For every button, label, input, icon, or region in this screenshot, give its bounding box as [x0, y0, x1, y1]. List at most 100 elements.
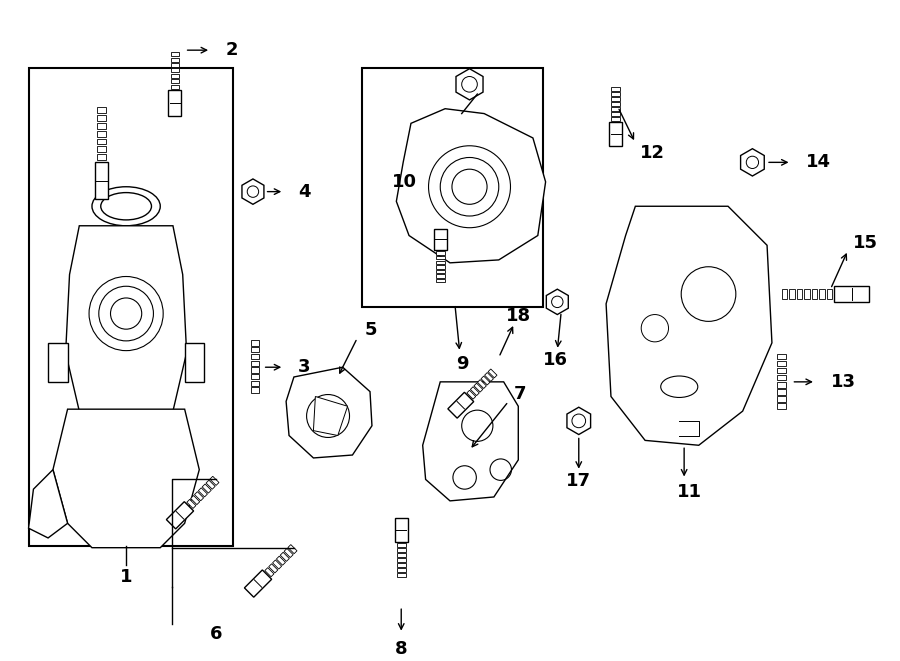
Polygon shape [97, 147, 106, 153]
Polygon shape [97, 123, 106, 129]
Polygon shape [778, 403, 786, 408]
Text: 11: 11 [677, 483, 701, 501]
Polygon shape [245, 570, 272, 597]
Polygon shape [778, 375, 786, 381]
Polygon shape [251, 340, 259, 346]
Polygon shape [436, 270, 445, 273]
Text: 12: 12 [640, 143, 665, 161]
Polygon shape [170, 74, 179, 78]
Polygon shape [611, 97, 620, 101]
Polygon shape [397, 568, 406, 572]
Polygon shape [471, 387, 480, 395]
Polygon shape [611, 87, 620, 91]
Text: 16: 16 [543, 352, 568, 369]
Polygon shape [611, 112, 620, 116]
Polygon shape [251, 387, 259, 393]
Polygon shape [394, 518, 408, 542]
Polygon shape [251, 360, 259, 366]
Polygon shape [827, 289, 832, 299]
Ellipse shape [92, 187, 160, 226]
Polygon shape [202, 484, 211, 493]
Text: 4: 4 [298, 182, 310, 201]
Polygon shape [184, 343, 204, 382]
Polygon shape [97, 139, 106, 145]
Polygon shape [280, 553, 289, 561]
Polygon shape [778, 396, 786, 402]
Polygon shape [805, 289, 810, 299]
Text: 9: 9 [456, 356, 469, 373]
Polygon shape [778, 361, 786, 366]
Text: 5: 5 [364, 321, 377, 339]
Polygon shape [95, 163, 108, 200]
Polygon shape [609, 122, 623, 146]
Polygon shape [611, 118, 620, 121]
Polygon shape [434, 229, 446, 250]
Polygon shape [396, 108, 545, 263]
Polygon shape [265, 568, 274, 577]
Polygon shape [778, 389, 786, 395]
Polygon shape [778, 354, 786, 359]
Polygon shape [397, 553, 406, 557]
Polygon shape [170, 63, 179, 67]
Polygon shape [436, 274, 445, 278]
Polygon shape [251, 354, 259, 359]
Polygon shape [834, 286, 869, 302]
Text: 1: 1 [120, 568, 132, 586]
Polygon shape [481, 376, 490, 385]
Polygon shape [436, 251, 445, 254]
Polygon shape [474, 383, 482, 392]
Polygon shape [488, 369, 497, 378]
Polygon shape [286, 368, 372, 458]
Polygon shape [288, 545, 297, 554]
Polygon shape [53, 409, 199, 548]
Text: 3: 3 [298, 358, 310, 376]
Polygon shape [191, 496, 200, 504]
Polygon shape [170, 85, 179, 89]
Polygon shape [778, 382, 786, 387]
Polygon shape [251, 374, 259, 379]
Text: 14: 14 [806, 153, 831, 171]
Polygon shape [778, 368, 786, 373]
Polygon shape [467, 390, 476, 399]
Polygon shape [210, 477, 219, 485]
Polygon shape [546, 289, 568, 315]
Text: 13: 13 [831, 373, 856, 391]
Polygon shape [796, 289, 803, 299]
Polygon shape [741, 149, 764, 176]
Polygon shape [170, 52, 179, 56]
Polygon shape [782, 289, 788, 299]
Text: 7: 7 [513, 385, 526, 403]
Text: 10: 10 [392, 173, 417, 191]
Text: 8: 8 [395, 641, 408, 658]
Polygon shape [166, 502, 194, 529]
Polygon shape [484, 373, 493, 381]
Polygon shape [397, 563, 406, 567]
Ellipse shape [661, 376, 698, 397]
Polygon shape [242, 179, 264, 204]
Polygon shape [170, 58, 179, 61]
Polygon shape [48, 343, 68, 382]
Ellipse shape [101, 192, 151, 220]
Polygon shape [194, 492, 203, 501]
Polygon shape [251, 347, 259, 352]
Polygon shape [812, 289, 817, 299]
Bar [29, 67, 233, 546]
Polygon shape [198, 488, 207, 497]
Polygon shape [97, 106, 106, 113]
Polygon shape [97, 115, 106, 121]
Polygon shape [273, 560, 282, 569]
Polygon shape [397, 558, 406, 562]
Text: 2: 2 [226, 41, 239, 59]
Polygon shape [276, 556, 285, 565]
Text: 17: 17 [566, 473, 591, 490]
Polygon shape [423, 382, 518, 501]
Polygon shape [313, 397, 347, 436]
Polygon shape [97, 155, 106, 161]
Polygon shape [789, 289, 795, 299]
Polygon shape [819, 289, 825, 299]
Polygon shape [284, 549, 293, 557]
Polygon shape [66, 226, 186, 430]
Polygon shape [611, 107, 620, 111]
Polygon shape [436, 256, 445, 259]
Polygon shape [170, 69, 179, 73]
